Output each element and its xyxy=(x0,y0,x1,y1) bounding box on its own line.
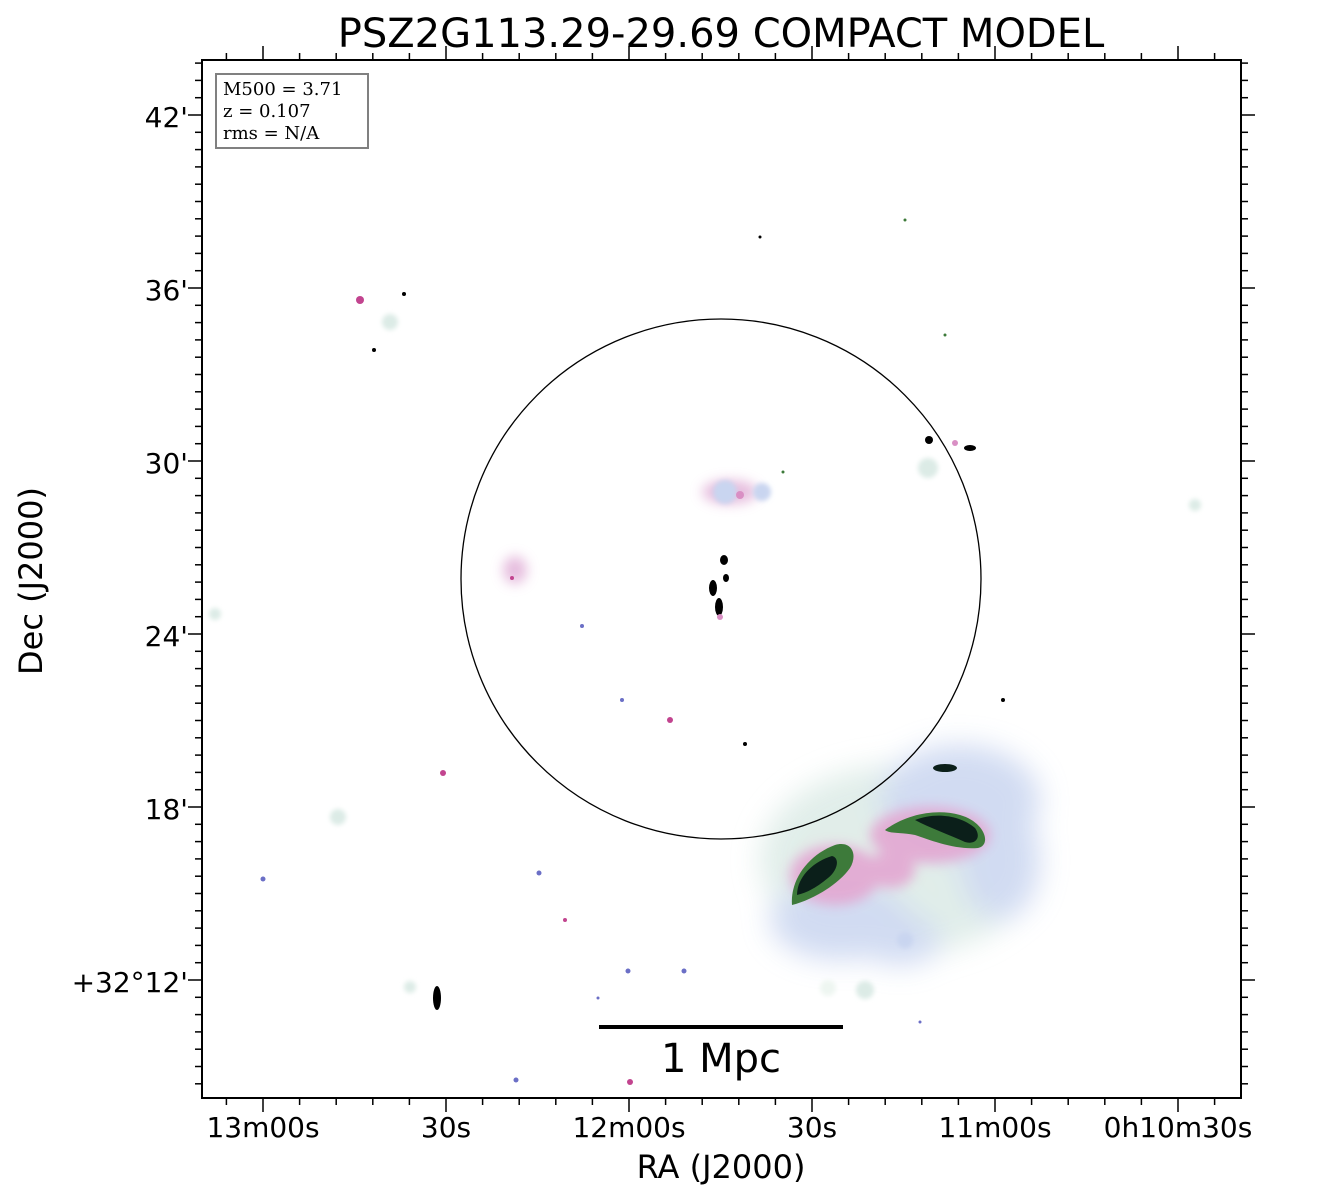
y-tick-label: 24' xyxy=(145,620,188,653)
x-tick-label: 11m00s xyxy=(938,1111,1051,1144)
plot-frame xyxy=(201,59,1242,1099)
r500-circle xyxy=(460,318,982,840)
x-tick-label: 12m00s xyxy=(572,1111,685,1144)
scale-bar: 1 Mpc xyxy=(599,1025,843,1082)
y-tick-label: +32°12' xyxy=(72,966,188,999)
relic-structures xyxy=(791,812,986,905)
info-box: M500 = 3.71 z = 0.107 rms = N/A xyxy=(215,73,369,149)
axis-ticks xyxy=(188,46,1255,1112)
scale-bar-label: 1 Mpc xyxy=(661,1036,781,1082)
x-tick-label: 30s xyxy=(421,1111,471,1144)
info-rms: rms = N/A xyxy=(223,123,320,144)
figure-title: PSZ2G113.29-29.69 COMPACT MODEL xyxy=(338,11,1105,57)
y-tick-label: 42' xyxy=(145,101,188,134)
x-tick-label: 13m00s xyxy=(206,1111,319,1144)
y-tick-label: 18' xyxy=(145,793,188,826)
x-tick-label: 0h10m30s xyxy=(1104,1111,1253,1144)
compact-sources-cores xyxy=(260,218,1005,1085)
y-tick-labels: 42' 36' 30' 24' 18' +32°12' xyxy=(72,101,188,999)
y-tick-label: 30' xyxy=(145,447,188,480)
radio-image: 1 Mpc xyxy=(202,60,1241,1098)
info-redshift: z = 0.107 xyxy=(223,101,311,122)
compact-sources-soft xyxy=(209,314,1201,999)
y-axis-label: Dec (J2000) xyxy=(12,487,50,675)
x-tick-labels: 13m00s 30s 12m00s 30s 11m00s 0h10m30s xyxy=(206,1111,1252,1144)
x-axis-label: RA (J2000) xyxy=(637,1148,806,1186)
y-tick-label: 36' xyxy=(145,274,188,307)
info-m500: M500 = 3.71 xyxy=(223,79,342,100)
x-tick-label: 30s xyxy=(787,1111,837,1144)
